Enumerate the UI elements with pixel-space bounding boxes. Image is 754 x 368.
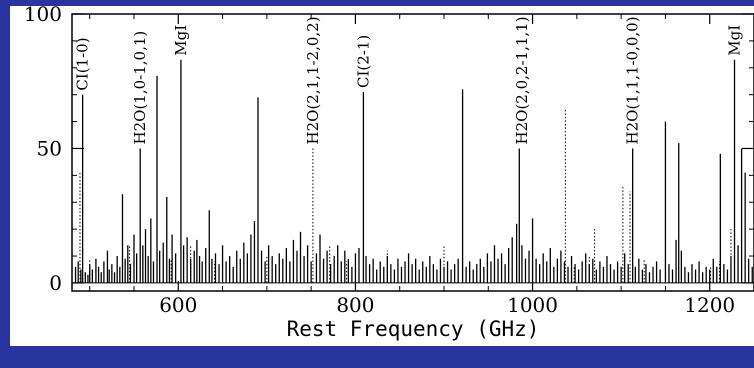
line-label: MgI [726, 25, 744, 56]
y-tick-labels: 0 50 100 [24, 6, 62, 295]
x-axis-title: Rest Frequency (GHz) [287, 317, 540, 341]
line-label: H2O(1,1,1-0,0,0) [624, 16, 642, 144]
y-tick-label: 100 [24, 6, 62, 26]
x-tick-label: 600 [159, 293, 197, 317]
axis-ticks [72, 13, 754, 291]
line-label: H2O(2,1,1-2,0,2) [304, 16, 322, 144]
x-tick-label: 1000 [507, 293, 558, 317]
spectrum-chart: 600 800 1000 1200 0 50 100 CI(1-0) H2O(1,0-1,0… [24, 6, 754, 341]
x-tick-labels: 600 800 1000 1200 [159, 293, 735, 317]
y-tick-label: 0 [49, 271, 62, 295]
chart-frame: 600 800 1000 1200 0 50 100 CI(1-0) H2O(1,0-1,0… [10, 6, 754, 346]
plot-area-border [71, 13, 754, 292]
line-label: H2O(1,0-1,0,1) [131, 31, 149, 145]
line-label: MgI [172, 25, 190, 56]
x-tick-label: 1200 [684, 293, 735, 317]
dotted-series [79, 108, 743, 283]
solid-series [72, 59, 754, 284]
y-tick-label: 50 [37, 136, 62, 160]
line-label: CI(1-0) [74, 37, 92, 90]
line-label: H2O(2,0,2-1,1,1) [513, 16, 531, 144]
x-tick-label: 800 [336, 293, 374, 317]
line-label: CI(2-1) [354, 35, 372, 88]
line-annotations: CI(1-0) H2O(1,0-1,0,1) MgI H2O(2,1,1-2,0,2)… [74, 16, 744, 144]
